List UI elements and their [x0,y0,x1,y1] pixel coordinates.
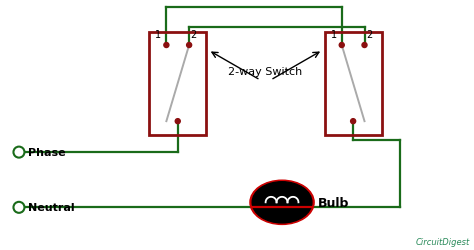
Text: 2-way Switch: 2-way Switch [228,67,302,77]
Text: Phase: Phase [28,148,66,158]
Text: 2: 2 [191,30,197,40]
Circle shape [187,43,191,48]
Circle shape [13,202,25,213]
Circle shape [362,43,367,48]
Circle shape [164,43,169,48]
Text: 1: 1 [155,30,161,40]
Circle shape [13,147,25,158]
Text: CircuitDigest: CircuitDigest [416,237,470,246]
Text: Bulb: Bulb [318,196,349,209]
Ellipse shape [252,182,312,223]
Text: Neutral: Neutral [28,202,75,212]
Text: 2: 2 [366,30,372,40]
Text: 1: 1 [331,30,337,40]
Circle shape [351,119,356,124]
Ellipse shape [250,180,314,224]
Circle shape [175,119,180,124]
Circle shape [339,43,344,48]
